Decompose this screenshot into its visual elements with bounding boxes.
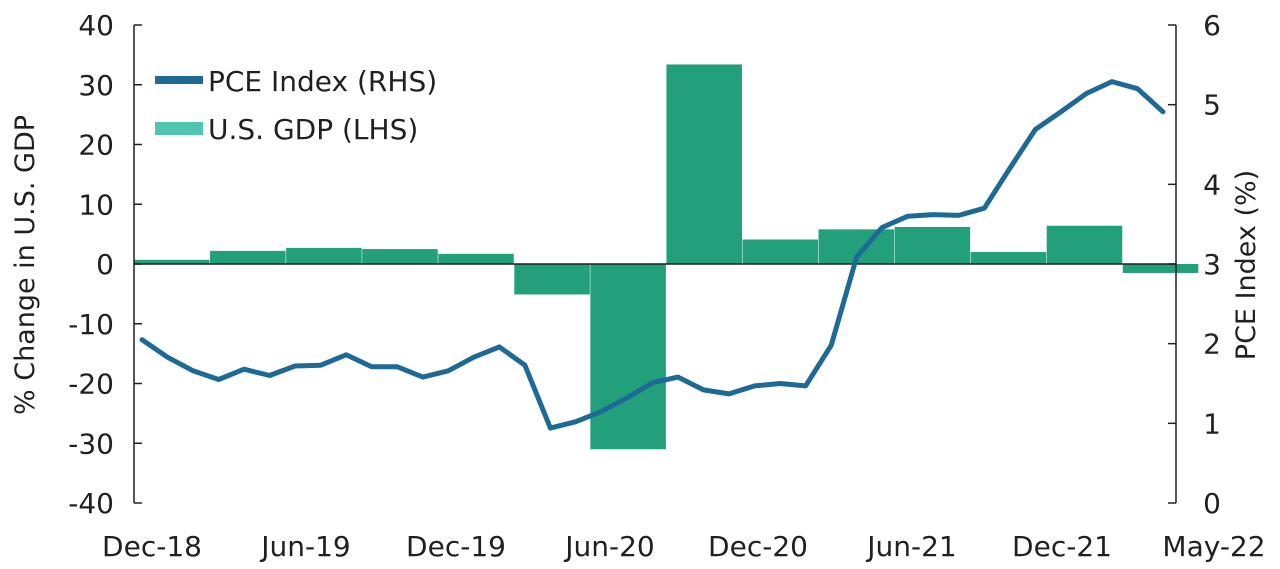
left-axis-ticks: 40 30 20 10 0 -10 -20 -30 -40 <box>68 9 142 520</box>
gdp-bar <box>210 250 286 264</box>
x-axis-ticks: Dec-18 Jun-19 Dec-19 Jun-20 Dec-20 Jun-21 Dec-… <box>102 530 1266 563</box>
right-tick-label: 0 <box>1203 487 1221 520</box>
legend-label-pce: PCE Index (RHS) <box>208 65 437 98</box>
gdp-bar <box>438 253 514 264</box>
left-tick-label: -10 <box>68 308 114 341</box>
left-tick-label: 30 <box>78 69 114 102</box>
gdp-bar <box>970 252 1047 264</box>
right-tick-label: 2 <box>1203 328 1221 361</box>
gdp-bar <box>894 226 971 264</box>
gdp-bar <box>1046 225 1123 264</box>
left-tick-label: 0 <box>96 248 114 281</box>
gdp-bar <box>1122 264 1199 273</box>
gdp-bar <box>742 239 819 264</box>
right-tick-label: 5 <box>1203 89 1221 122</box>
legend-label-gdp: U.S. GDP (LHS) <box>208 113 418 146</box>
left-tick-label: 10 <box>78 188 114 221</box>
right-tick-label: 6 <box>1203 9 1221 42</box>
right-tick-label: 1 <box>1203 407 1221 440</box>
left-tick-label: -40 <box>68 487 114 520</box>
gdp-bar <box>286 247 362 264</box>
gdp-bar <box>362 249 438 264</box>
left-tick-label: -30 <box>68 427 114 460</box>
left-tick-label: 40 <box>78 9 114 42</box>
pce-line <box>139 79 1166 431</box>
x-tick-label: May-22 <box>1162 530 1265 563</box>
x-tick-label: Jun-21 <box>865 530 956 563</box>
left-tick-label: -20 <box>68 368 114 401</box>
left-axis-title: % Change in U.S. GDP <box>10 115 41 415</box>
right-tick-label: 3 <box>1203 248 1221 281</box>
legend: PCE Index (RHS) U.S. GDP (LHS) <box>155 65 437 146</box>
right-tick-label: 4 <box>1203 168 1221 201</box>
x-tick-label: Dec-18 <box>102 530 202 563</box>
x-tick-label: Jun-19 <box>259 530 350 563</box>
legend-swatch-gdp <box>155 122 203 135</box>
gdp-bar <box>590 264 666 450</box>
right-axis-ticks: 6 5 4 3 2 1 0 <box>1168 9 1221 520</box>
x-tick-label: Dec-21 <box>1012 530 1112 563</box>
x-tick-label: Jun-20 <box>563 530 654 563</box>
left-tick-label: 20 <box>78 129 114 162</box>
gdp-bar <box>666 64 742 264</box>
right-axis-title: PCE Index (%) <box>1231 170 1262 360</box>
gdp-bars <box>134 64 1199 450</box>
x-tick-label: Dec-19 <box>406 530 506 563</box>
x-tick-label: Dec-20 <box>708 530 808 563</box>
legend-swatch-pce <box>155 76 203 84</box>
gdp-bar <box>514 264 590 295</box>
gdp-bar <box>134 259 210 264</box>
